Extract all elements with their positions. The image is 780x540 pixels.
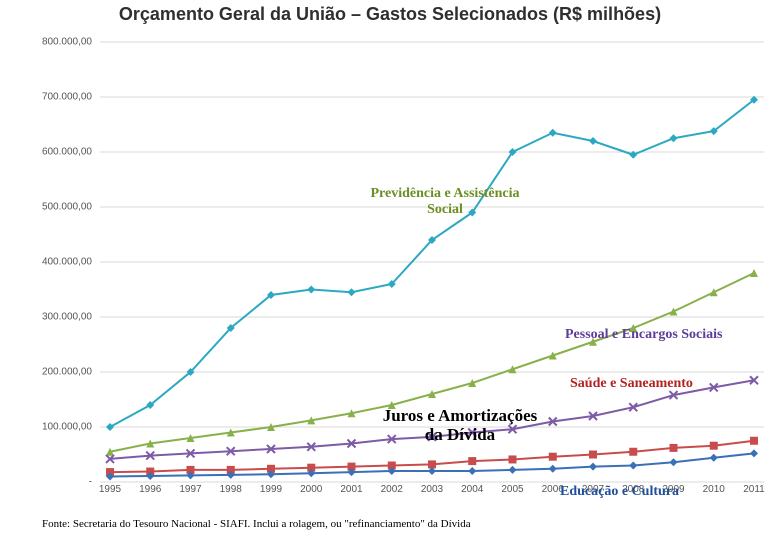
x-tick-label: 1998 xyxy=(220,484,242,495)
y-tick-label: 600.000,00 xyxy=(18,147,92,158)
x-tick-label: 1999 xyxy=(260,484,282,495)
series-annotation: Educação e Cultura xyxy=(560,484,679,500)
chart-container: Orçamento Geral da União – Gastos Seleci… xyxy=(0,0,780,540)
y-tick-label: 700.000,00 xyxy=(18,92,92,103)
x-tick-label: 1995 xyxy=(99,484,121,495)
x-tick-label: 1996 xyxy=(139,484,161,495)
y-tick-label: 400.000,00 xyxy=(18,257,92,268)
y-tick-label: 100.000,00 xyxy=(18,422,92,433)
x-tick-label: 2000 xyxy=(300,484,322,495)
x-tick-label: 2010 xyxy=(703,484,725,495)
y-tick-label: 500.000,00 xyxy=(18,202,92,213)
x-tick-label: 2001 xyxy=(340,484,362,495)
x-tick-label: 2004 xyxy=(461,484,483,495)
y-tick-label: 800.000,00 xyxy=(18,37,92,48)
x-tick-label: 2005 xyxy=(501,484,523,495)
page-title: Orçamento Geral da União – Gastos Seleci… xyxy=(0,4,780,25)
y-tick-label: 300.000,00 xyxy=(18,312,92,323)
y-tick-label: - xyxy=(18,477,92,488)
series-annotation: Juros e Amortizações da Dívida xyxy=(383,406,538,445)
y-axis: -100.000,00200.000,00300.000,00400.000,0… xyxy=(18,42,92,482)
series-annotation: Saúde e Saneamento xyxy=(570,376,693,392)
x-tick-label: 2003 xyxy=(421,484,443,495)
series-annotation: Previdência e Assistência Social xyxy=(370,186,519,218)
x-tick-label: 2011 xyxy=(743,484,765,495)
y-tick-label: 200.000,00 xyxy=(18,367,92,378)
x-tick-label: 2002 xyxy=(381,484,403,495)
source-footnote: Fonte: Secretaria do Tesouro Nacional - … xyxy=(42,518,471,530)
series-annotation: Pessoal e Encargos Sociais xyxy=(565,327,723,343)
x-tick-label: 1997 xyxy=(179,484,201,495)
